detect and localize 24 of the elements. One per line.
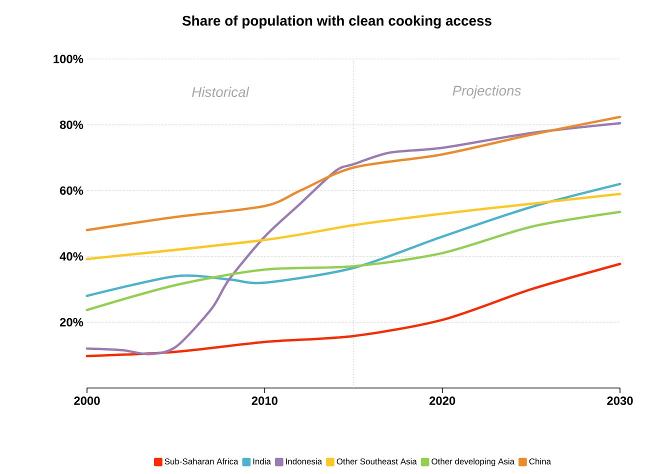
legend-label: Other Southeast Asia — [336, 458, 417, 464]
annotation: Historical — [192, 86, 250, 98]
line-series — [86, 116, 622, 232]
x-tick-label: 2010 — [252, 396, 278, 405]
line-series — [86, 122, 622, 356]
chart-title: Share of population with clean cooking access — [182, 15, 492, 29]
legend-label: Other developing Asia — [432, 458, 515, 466]
y-tick-label: 100% — [54, 54, 84, 64]
legend-label: India — [253, 458, 271, 464]
y-tick-label: 80% — [60, 120, 84, 130]
legend-label: Sub-Saharan Africa — [164, 458, 238, 464]
legend-label: China — [529, 458, 552, 464]
y-tick-label: 20% — [60, 318, 84, 326]
line-series — [86, 192, 622, 260]
y-tick-label: 40% — [60, 252, 84, 261]
line-series — [86, 262, 622, 358]
y-tick-label: 60% — [60, 186, 84, 195]
legend-label: Indonesia — [286, 458, 322, 464]
annotation: Projections — [452, 85, 521, 98]
x-tick-label: 2000 — [74, 396, 100, 405]
line-series — [86, 210, 622, 312]
line-series — [86, 182, 622, 298]
x-tick-label: 2020 — [429, 396, 456, 405]
x-tick-label: 2030 — [607, 396, 633, 405]
